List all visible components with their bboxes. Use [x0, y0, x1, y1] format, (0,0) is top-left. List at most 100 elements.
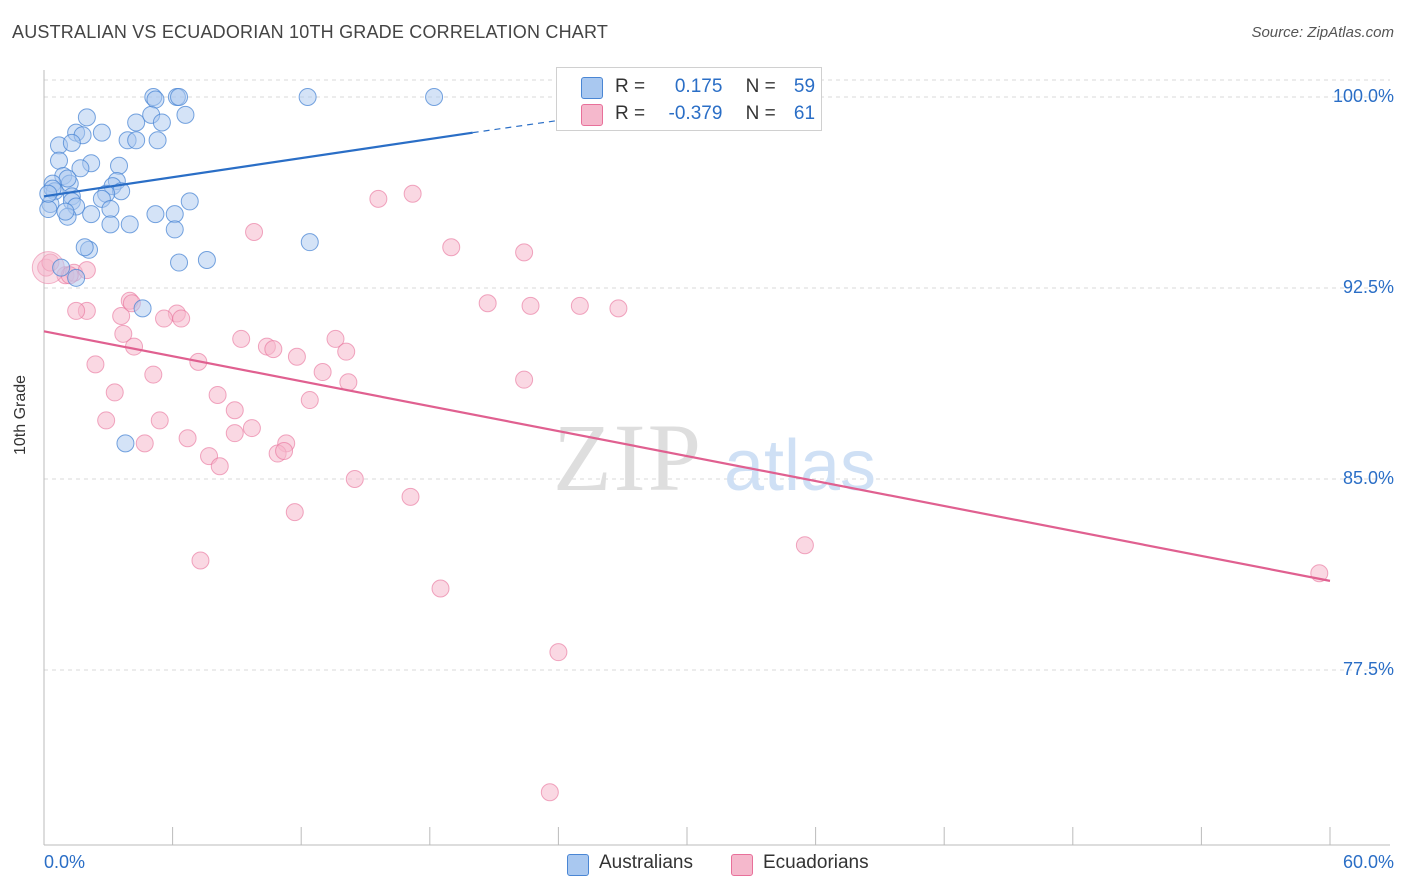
australian-point — [425, 88, 444, 106]
australian-point — [101, 215, 120, 234]
ecuadorian-point — [442, 238, 461, 257]
australian-point — [39, 200, 58, 219]
ecuadorian-point — [313, 363, 332, 382]
ecuadorian-point — [570, 296, 589, 315]
australian-point — [101, 200, 120, 219]
ecuadorians-swatch — [581, 104, 603, 126]
ecuadorian-point — [264, 340, 283, 359]
ecuadorian-point — [345, 470, 364, 488]
ecuadorian-point — [401, 487, 420, 506]
australian-point — [170, 88, 189, 106]
ecuadorian-point — [245, 222, 264, 241]
australian-point — [146, 90, 165, 109]
australians-swatch — [581, 77, 603, 99]
australian-point — [67, 268, 86, 287]
australian-point — [71, 159, 90, 178]
australian-point — [50, 151, 69, 170]
australian-point — [148, 131, 167, 150]
r-value-ecuadorians: -0.379 — [668, 103, 723, 124]
ecuadorian-point — [144, 365, 163, 384]
ecuadorian-point — [232, 329, 251, 348]
ecuadorian-point — [191, 551, 210, 570]
australian-point — [77, 108, 96, 127]
y-tick-label: 100.0% — [1332, 86, 1394, 106]
australians-legend-label: Australians — [599, 852, 693, 873]
ecuadorian-point — [67, 301, 86, 320]
r-label: R = — [615, 103, 646, 124]
australian-point — [300, 233, 319, 252]
trend-lines — [43, 116, 1331, 582]
y-tick-label: 92.5% — [1342, 277, 1394, 297]
watermark-zip: ZIP — [553, 404, 703, 511]
australian-point — [133, 299, 152, 318]
ecuadorian-point — [549, 643, 568, 662]
ecuadorian-point — [337, 342, 356, 361]
ecuadorian-point — [97, 411, 116, 430]
correlation-legend: R = 0.175 N = 59 R = -0.379 N = 61 — [556, 67, 822, 131]
australian-point — [146, 205, 165, 224]
axes — [43, 70, 1390, 846]
australian-point — [56, 202, 75, 221]
australian-point — [58, 169, 77, 188]
australian-point — [152, 113, 171, 132]
ecuadorian-point — [208, 385, 227, 404]
australian-point — [62, 133, 81, 152]
ecuadorian-point — [515, 243, 534, 262]
watermark-atlas: atlas — [724, 426, 876, 506]
ecuadorians-legend-label: Ecuadorians — [763, 852, 869, 873]
ecuadorian-point — [114, 324, 133, 343]
ecuadorians-points — [31, 184, 1329, 802]
x-tick-label-min: 0.0% — [44, 852, 86, 872]
australians-points — [39, 88, 444, 453]
ecuadorian-point — [105, 383, 124, 402]
ecuadorian-point — [225, 401, 244, 420]
n-value-ecuadorians: 61 — [793, 103, 816, 124]
ecuadorian-point — [225, 424, 244, 443]
ecuadorian-point — [369, 189, 388, 208]
ecuadorian-point — [210, 457, 229, 476]
australian-point — [52, 258, 71, 277]
chart-title: AUSTRALIAN VS ECUADORIAN 10TH GRADE CORR… — [12, 22, 609, 42]
y-tick-label: 77.5% — [1342, 659, 1394, 679]
australian-point — [197, 250, 216, 269]
australian-point — [165, 220, 184, 239]
australian-point — [176, 105, 195, 124]
ecuadorian-point — [155, 309, 174, 328]
ecuadorian-point — [300, 391, 319, 410]
australian-point — [110, 156, 129, 175]
australians-legend-swatch — [567, 854, 589, 876]
r-label: R = — [615, 76, 646, 97]
ecuadorian-point — [478, 294, 497, 313]
n-label: N = — [745, 76, 776, 97]
legend-text-australians: R = 0.175 N = 59 — [615, 76, 815, 98]
ecuadorian-point — [515, 370, 534, 389]
ecuadorian-point — [112, 307, 131, 326]
n-label: N = — [745, 103, 776, 124]
watermark: ZIP atlas — [553, 404, 876, 511]
australian-point — [75, 238, 94, 257]
ecuadorian-point — [172, 309, 191, 328]
ecuadorian-point — [326, 329, 345, 348]
australian-point — [127, 131, 146, 150]
ecuadorian-point — [287, 347, 306, 366]
r-value-australians: 0.175 — [674, 76, 723, 97]
australian-point — [170, 253, 189, 272]
australian-point — [165, 205, 184, 224]
ecuadorian-point — [242, 419, 261, 438]
legend-text-ecuadorians: R = -0.379 N = 61 — [615, 103, 815, 125]
ecuadorian-point — [521, 296, 540, 315]
y-tick-label: 85.0% — [1342, 468, 1394, 488]
ecuadorians-legend-swatch — [731, 854, 753, 876]
x-tick-label-max: 60.0% — [1342, 852, 1394, 872]
ecuadorian-point — [431, 579, 450, 598]
australian-point — [180, 192, 199, 211]
australian-point — [120, 215, 139, 234]
ecuadorians-trend-line — [43, 330, 1331, 582]
source-attribution: Source: ZipAtlas.com — [1251, 24, 1394, 41]
australians-trend-line — [43, 131, 473, 198]
ecuadorian-point — [403, 184, 422, 203]
australian-point — [82, 205, 101, 224]
ecuadorian-point — [86, 355, 105, 374]
ecuadorian-point — [609, 299, 628, 318]
gridlines — [44, 79, 1390, 671]
